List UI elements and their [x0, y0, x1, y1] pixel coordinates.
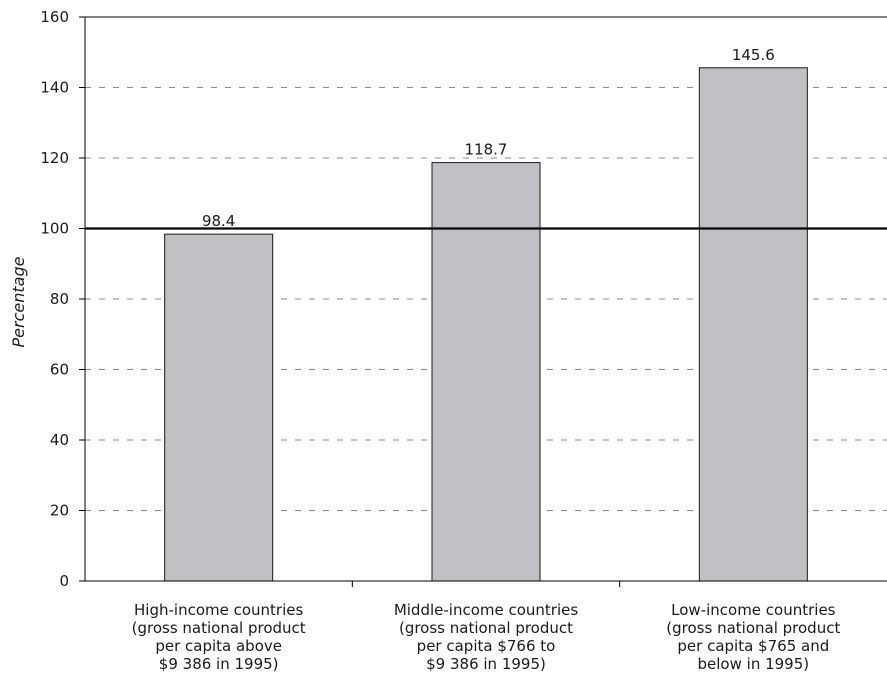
x-category-label: Middle-income countries (gross national p…: [394, 601, 579, 673]
x-category-label-line: below in 1995): [698, 655, 810, 673]
y-tick-label: 160: [40, 8, 69, 26]
bar-value-label: 98.4: [202, 212, 235, 230]
y-tick-label: 20: [50, 502, 69, 520]
x-category-label-line: High-income countries: [134, 601, 303, 619]
y-tick-label: 100: [40, 220, 69, 238]
y-tick-label: 140: [40, 79, 69, 97]
bar: [698, 67, 808, 582]
x-category-label-line: per capita $765 and: [677, 637, 829, 655]
y-tick-label: 40: [50, 431, 69, 449]
bar-value-label: 145.6: [732, 46, 775, 64]
y-tick-label: 0: [59, 572, 69, 590]
bars: [164, 67, 808, 582]
x-category-label-line: $9 386 in 1995): [159, 655, 279, 673]
x-category-label-line: $9 386 in 1995): [426, 655, 546, 673]
x-category-label-line: per capita above: [155, 637, 282, 655]
x-category-label-line: Middle-income countries: [394, 601, 579, 619]
bar: [164, 233, 274, 582]
y-tick-label: 120: [40, 149, 69, 167]
labels: 98.4 118.7 145.6 0 20 40 60 80 100 120 140 160 High-…: [40, 8, 840, 673]
x-category-label-line: Low-income countries: [671, 601, 836, 619]
y-axis-title: Percentage: [9, 256, 28, 347]
y-tick-label: 60: [50, 361, 69, 379]
x-category-label: Low-income countries (gross national prod…: [666, 601, 840, 673]
x-category-label-line: (gross national product: [132, 619, 306, 637]
y-tick-label: 80: [50, 290, 69, 308]
x-category-label-line: (gross national product: [666, 619, 840, 637]
bar-value-label: 118.7: [465, 141, 508, 159]
x-category-label-line: per capita $766 to: [417, 637, 556, 655]
bar: [431, 162, 541, 582]
x-category-label: High-income countries (gross national pro…: [132, 601, 306, 673]
x-category-label-line: (gross national product: [399, 619, 573, 637]
axes: [79, 16, 887, 587]
